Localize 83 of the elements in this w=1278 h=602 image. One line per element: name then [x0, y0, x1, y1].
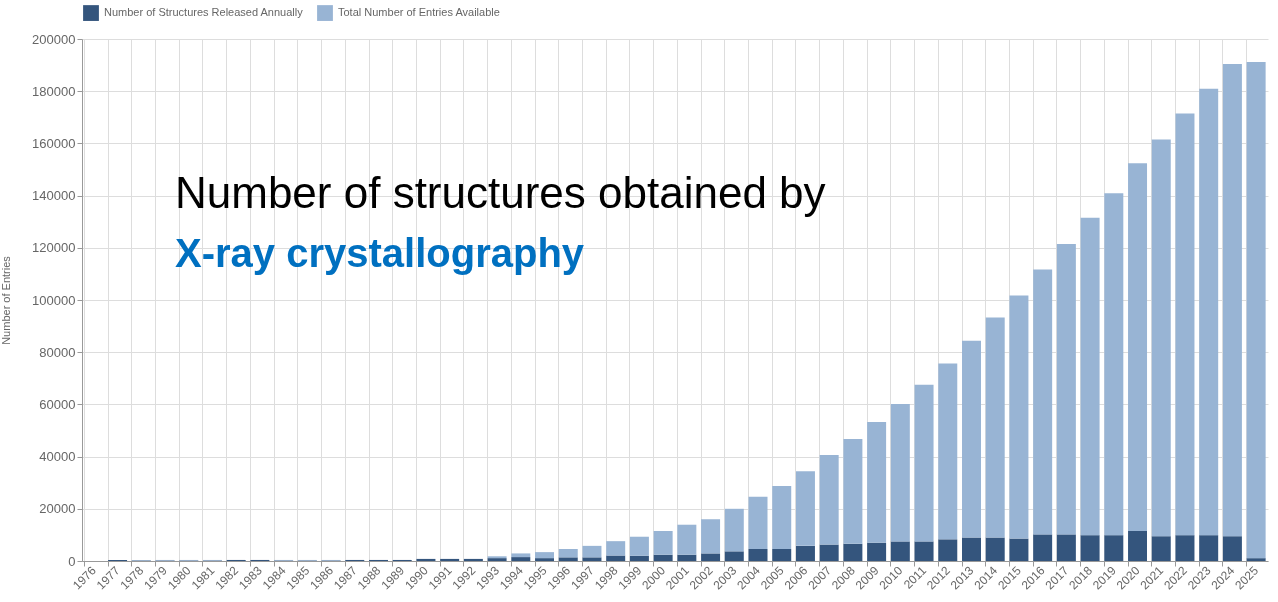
bar [748, 548, 768, 561]
y-tick-label: 40000 [39, 449, 76, 465]
bar [629, 536, 649, 556]
bar [1009, 538, 1029, 561]
bar [1246, 558, 1266, 561]
bar [1009, 295, 1029, 539]
bar [606, 555, 626, 561]
bar [1080, 217, 1100, 536]
legend-label: Total Number of Entries Available [338, 6, 500, 19]
y-tick-label: 20000 [39, 501, 76, 517]
bar [890, 403, 910, 542]
bar [653, 554, 673, 561]
y-tick-label: 60000 [39, 396, 76, 412]
text: Number of structures obtained by [175, 168, 826, 217]
bar [535, 558, 555, 561]
bar [962, 340, 981, 538]
bar [938, 539, 958, 561]
bar [1199, 88, 1219, 536]
bar [511, 557, 531, 561]
bar [724, 508, 744, 552]
bar [843, 439, 863, 544]
bar [1104, 193, 1124, 536]
bar [1175, 535, 1195, 561]
y-tick-label: 0 [68, 553, 76, 569]
bar [772, 548, 792, 561]
bar [819, 544, 839, 561]
bar [440, 558, 460, 561]
bar [1056, 243, 1076, 535]
bar [890, 541, 910, 561]
bar [1222, 64, 1242, 537]
bar [677, 554, 697, 561]
bar [938, 363, 958, 540]
bar [1246, 61, 1266, 559]
bar [677, 524, 697, 555]
y-tick-label: 200000 [32, 31, 76, 47]
bar [701, 553, 721, 561]
y-tick-label: 80000 [39, 344, 76, 360]
bar [1222, 536, 1242, 561]
bar [985, 317, 1005, 538]
bar [1104, 535, 1124, 561]
bar [867, 421, 887, 543]
bar [558, 557, 578, 561]
bar [1151, 536, 1171, 561]
y-tick-label: 160000 [32, 135, 76, 151]
bar [582, 557, 602, 561]
bar [629, 555, 649, 561]
bar [795, 545, 815, 561]
y-tick-label: 140000 [32, 188, 76, 204]
bar [511, 553, 531, 558]
bar [867, 542, 887, 561]
bar [416, 558, 436, 561]
bar [819, 455, 839, 545]
bar [1033, 534, 1053, 561]
legend-label: Number of Structures Released Annually [104, 6, 304, 19]
bar [1151, 139, 1171, 537]
bar [772, 486, 792, 549]
bar [724, 551, 744, 561]
bar [558, 548, 578, 558]
bar [914, 541, 934, 561]
bar [701, 519, 721, 554]
bar [1128, 163, 1148, 531]
bar [843, 543, 863, 561]
bar [1056, 534, 1076, 561]
text: X-ray crystallography [175, 231, 585, 275]
bar [1199, 535, 1219, 561]
bar [1080, 535, 1100, 561]
bar [1175, 113, 1195, 536]
bar [535, 552, 555, 559]
y-axis-title: Number of Entries [0, 255, 13, 345]
bar [1033, 269, 1053, 535]
bar [582, 545, 602, 558]
bar [914, 384, 934, 542]
y-tick-label: 100000 [32, 292, 76, 308]
bar [985, 537, 1005, 561]
bar [653, 530, 673, 555]
bar [748, 496, 768, 549]
bar [463, 558, 483, 561]
bar [606, 541, 626, 556]
y-tick-label: 120000 [32, 240, 76, 256]
bar [795, 471, 815, 546]
bar [1128, 530, 1148, 561]
y-tick-label: 180000 [32, 83, 76, 99]
bar [962, 537, 981, 561]
